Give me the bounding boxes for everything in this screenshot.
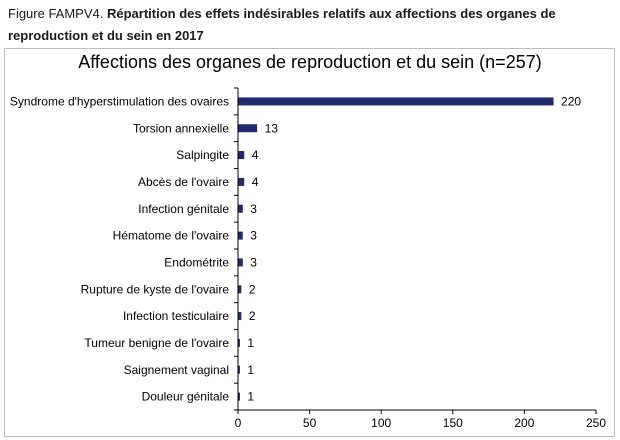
category-label: Rupture de kyste de l'ovaire xyxy=(81,282,230,296)
category-label: Endométrite xyxy=(164,255,229,269)
x-tick-label: 200 xyxy=(514,416,534,430)
bar xyxy=(238,285,242,294)
category-label: Infection génitale xyxy=(138,202,229,216)
bar xyxy=(238,365,240,374)
x-tick-label: 150 xyxy=(443,416,463,430)
bar xyxy=(238,312,242,321)
category-label: Torsion annexielle xyxy=(133,121,229,135)
figure-caption: Figure FAMPV4. Répartition des effets in… xyxy=(8,3,614,47)
data-label: 3 xyxy=(250,202,257,216)
x-tick-label: 100 xyxy=(371,416,391,430)
bar xyxy=(238,392,240,401)
bar xyxy=(238,231,243,240)
bar xyxy=(238,124,258,133)
data-label: 3 xyxy=(250,255,257,269)
category-label: Tumeur benigne de l'ovaire xyxy=(84,336,229,350)
category-label: Douleur génitale xyxy=(142,390,230,404)
figure-label: Figure FAMPV4. xyxy=(8,6,104,21)
data-label: 2 xyxy=(249,309,256,323)
x-tick-label: 0 xyxy=(235,416,242,430)
figure-caption-text: Répartition des effets indésirables rela… xyxy=(8,6,556,43)
data-label: 4 xyxy=(252,175,259,189)
bar xyxy=(238,338,240,347)
chart-frame xyxy=(4,48,615,437)
data-label: 1 xyxy=(247,363,254,377)
chart-title: Affections des organes de reproduction e… xyxy=(78,52,542,72)
data-label: 2 xyxy=(249,282,256,296)
data-label: 3 xyxy=(250,229,257,243)
x-tick-label: 250 xyxy=(586,416,606,430)
bar xyxy=(238,204,243,213)
category-label: Salpingite xyxy=(176,148,229,162)
category-label: Abcès de l'ovaire xyxy=(138,175,229,189)
data-label: 1 xyxy=(247,336,254,350)
data-label: 1 xyxy=(247,390,254,404)
bar xyxy=(238,97,554,106)
data-label: 4 xyxy=(252,148,259,162)
category-label: Syndrome d'hyperstimulation des ovaires xyxy=(10,94,229,108)
bar xyxy=(238,258,243,267)
bar xyxy=(238,151,245,160)
bar xyxy=(238,177,245,186)
category-label: Infection testiculaire xyxy=(123,309,229,323)
data-label: 13 xyxy=(265,121,279,135)
category-label: Saignement vaginal xyxy=(124,363,229,377)
category-label: Hématome de l'ovaire xyxy=(113,229,230,243)
data-label: 220 xyxy=(561,94,581,108)
x-tick-label: 50 xyxy=(303,416,317,430)
